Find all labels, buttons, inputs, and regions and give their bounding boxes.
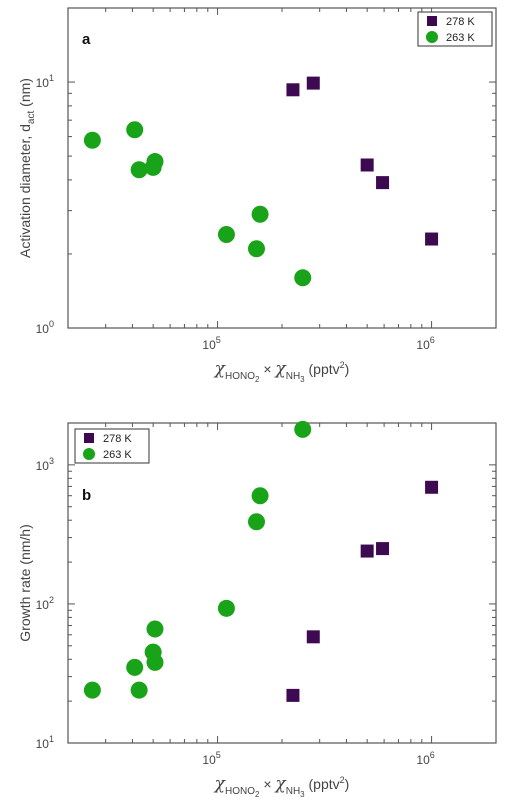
point-263k <box>83 131 101 149</box>
point-263k <box>247 240 265 258</box>
point-263k <box>294 420 312 438</box>
point-263k <box>126 121 144 139</box>
point-263k <box>217 599 235 617</box>
point-278k <box>286 688 300 702</box>
y-tick-label: 101 <box>36 734 54 751</box>
series-278k <box>286 76 439 246</box>
series-263k <box>83 420 312 699</box>
legend-label: 263 K <box>103 449 132 461</box>
y-axis-label: Growth rate (nm/h) <box>17 524 33 641</box>
point-263k <box>130 681 148 699</box>
y-tick-label: 100 <box>36 319 54 336</box>
point-278k <box>425 232 439 246</box>
point-278k <box>376 176 390 190</box>
panel-b: 105 106 101 102 103 χHONO2 × χNH3 (pptv2) Grow… <box>17 420 497 799</box>
panel-letter: b <box>82 487 91 504</box>
point-263k <box>251 487 269 505</box>
legend: 278 K 263 K <box>417 11 493 47</box>
x-tick-label: 105 <box>202 750 220 767</box>
panel-a: 105 106 100 101 χHONO2 × χNH3 (pptv2) Activat… <box>17 7 497 384</box>
point-263k <box>146 620 164 638</box>
panel-letter: a <box>82 31 91 48</box>
legend-label: 263 K <box>446 32 475 44</box>
point-278k <box>306 76 320 90</box>
x-tick-label: 106 <box>416 335 434 352</box>
series-263k <box>83 121 312 287</box>
point-278k <box>286 83 300 97</box>
point-263k <box>294 269 312 287</box>
y-axis-label: Activation diameter, dact (nm) <box>17 78 37 258</box>
x-axis-label: χHONO2 × χNH3 (pptv2) <box>214 774 350 799</box>
y-tick-label: 102 <box>36 595 54 612</box>
point-263k <box>146 153 164 171</box>
x-axis-label: χHONO2 × χNH3 (pptv2) <box>214 359 350 384</box>
point-278k <box>306 630 320 644</box>
y-tick-label: 103 <box>36 456 54 473</box>
point-263k <box>217 225 235 243</box>
x-tick-label: 106 <box>416 750 434 767</box>
point-263k <box>146 653 164 671</box>
point-278k <box>376 542 390 556</box>
x-tick-label: 105 <box>202 335 220 352</box>
point-263k <box>130 161 148 179</box>
legend: 278 K 263 K <box>74 428 150 464</box>
legend-square-marker <box>427 16 437 26</box>
point-263k <box>126 658 144 676</box>
legend-label: 278 K <box>103 433 132 445</box>
point-263k <box>251 205 269 223</box>
y-tick-label: 101 <box>36 73 54 90</box>
point-263k <box>83 681 101 699</box>
legend-label: 278 K <box>446 16 475 28</box>
point-278k <box>425 480 439 494</box>
series-278k <box>286 480 439 702</box>
legend-square-marker <box>84 433 94 443</box>
point-278k <box>360 158 374 172</box>
point-263k <box>247 513 265 531</box>
legend-circle-marker <box>83 448 95 460</box>
point-278k <box>360 544 374 558</box>
legend-circle-marker <box>426 31 438 43</box>
